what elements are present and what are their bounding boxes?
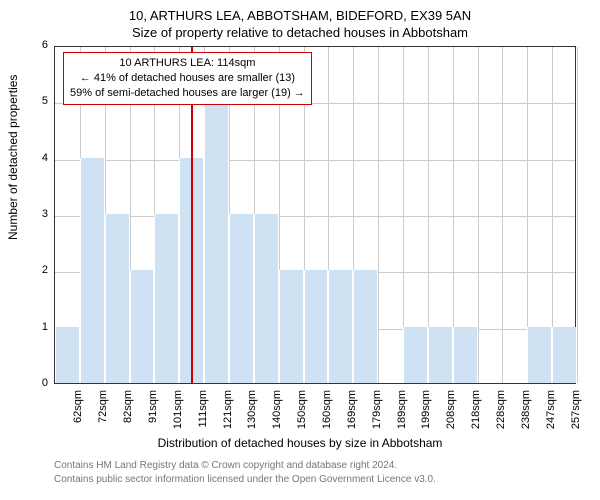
chart-title-line2: Size of property relative to detached ho… [0,23,600,40]
bar [328,270,353,383]
bar [552,327,577,383]
gridline-v [502,47,503,383]
bar [154,214,179,383]
xtick-label: 150sqm [296,390,308,430]
xtick-label: 189sqm [396,390,408,430]
bar [130,270,155,383]
annotation-line3: 59% of semi-detached houses are larger (… [70,86,305,101]
bar [403,327,428,383]
gridline-v [378,47,379,383]
bar [453,327,478,383]
x-axis-label: Distribution of detached houses by size … [0,436,600,450]
xtick-label: 179sqm [371,390,383,430]
xtick-label: 121sqm [222,390,234,430]
bar [80,158,105,383]
bar [55,327,80,383]
footer-line2: Contains public sector information licen… [54,474,436,485]
xtick-label: 62sqm [72,390,84,430]
xtick-label: 247sqm [545,390,557,430]
xtick-label: 130sqm [246,390,258,430]
bar [254,214,279,383]
bar [527,327,552,383]
bar [304,270,329,383]
gridline-h [55,160,575,161]
annotation-box: 10 ARTHURS LEA: 114sqm ← 41% of detached… [63,52,312,105]
annotation-line1: 10 ARTHURS LEA: 114sqm [70,56,305,71]
ytick-label: 6 [28,39,48,51]
xtick-label: 82sqm [122,390,134,430]
gridline-h [55,216,575,217]
ytick-label: 2 [28,264,48,276]
xtick-label: 169sqm [346,390,358,430]
bar [229,214,254,383]
xtick-label: 218sqm [470,390,482,430]
ytick-label: 5 [28,95,48,107]
bar [353,270,378,383]
xtick-label: 91sqm [147,390,159,430]
ytick-label: 1 [28,321,48,333]
bar [428,327,453,383]
bar [204,101,229,383]
xtick-label: 208sqm [445,390,457,430]
annotation-line2: ← 41% of detached houses are smaller (13… [70,71,305,86]
xtick-label: 228sqm [495,390,507,430]
ytick-label: 4 [28,152,48,164]
gridline-v [478,47,479,383]
xtick-label: 101sqm [172,390,184,430]
chart-container: 10, ARTHURS LEA, ABBOTSHAM, BIDEFORD, EX… [0,0,600,500]
xtick-label: 257sqm [570,390,582,430]
xtick-label: 72sqm [97,390,109,430]
xtick-label: 238sqm [520,390,532,430]
xtick-label: 111sqm [197,390,209,430]
xtick-label: 199sqm [420,390,432,430]
chart-title-line1: 10, ARTHURS LEA, ABBOTSHAM, BIDEFORD, EX… [0,0,600,23]
ytick-label: 0 [28,377,48,389]
y-axis-label: Number of detached properties [6,75,20,240]
xtick-label: 160sqm [321,390,333,430]
footer-line1: Contains HM Land Registry data © Crown c… [54,460,397,471]
gridline-v [577,47,578,383]
ytick-label: 3 [28,208,48,220]
bar [279,270,304,383]
xtick-label: 140sqm [271,390,283,430]
bar [105,214,130,383]
